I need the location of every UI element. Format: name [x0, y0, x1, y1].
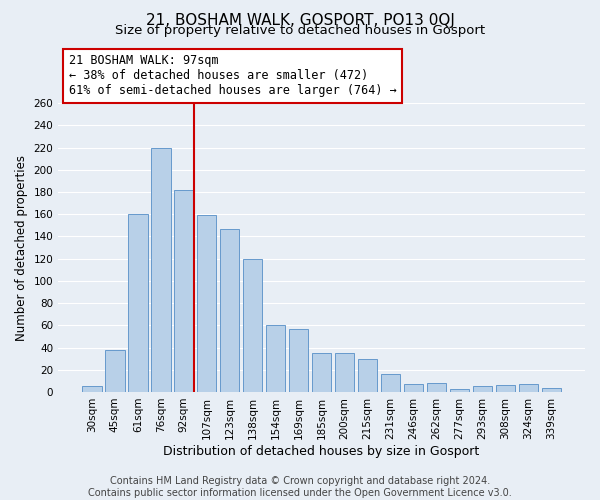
Y-axis label: Number of detached properties: Number of detached properties — [15, 154, 28, 340]
Bar — [197, 216, 217, 392]
Bar — [289, 328, 308, 392]
Bar — [82, 386, 101, 392]
Bar — [496, 386, 515, 392]
Bar — [105, 350, 125, 392]
Bar — [151, 148, 170, 392]
Bar — [358, 358, 377, 392]
Bar — [404, 384, 423, 392]
Text: Size of property relative to detached houses in Gosport: Size of property relative to detached ho… — [115, 24, 485, 37]
Bar — [518, 384, 538, 392]
Bar — [174, 190, 194, 392]
Bar — [312, 353, 331, 392]
Bar — [266, 326, 286, 392]
Bar — [427, 383, 446, 392]
X-axis label: Distribution of detached houses by size in Gosport: Distribution of detached houses by size … — [163, 444, 480, 458]
Text: Contains HM Land Registry data © Crown copyright and database right 2024.
Contai: Contains HM Land Registry data © Crown c… — [88, 476, 512, 498]
Bar — [335, 353, 355, 392]
Text: 21, BOSHAM WALK, GOSPORT, PO13 0QJ: 21, BOSHAM WALK, GOSPORT, PO13 0QJ — [146, 12, 454, 28]
Bar — [542, 388, 561, 392]
Bar — [128, 214, 148, 392]
Text: 21 BOSHAM WALK: 97sqm
← 38% of detached houses are smaller (472)
61% of semi-det: 21 BOSHAM WALK: 97sqm ← 38% of detached … — [69, 54, 397, 98]
Bar — [381, 374, 400, 392]
Bar — [449, 388, 469, 392]
Bar — [220, 228, 239, 392]
Bar — [473, 386, 492, 392]
Bar — [243, 258, 262, 392]
